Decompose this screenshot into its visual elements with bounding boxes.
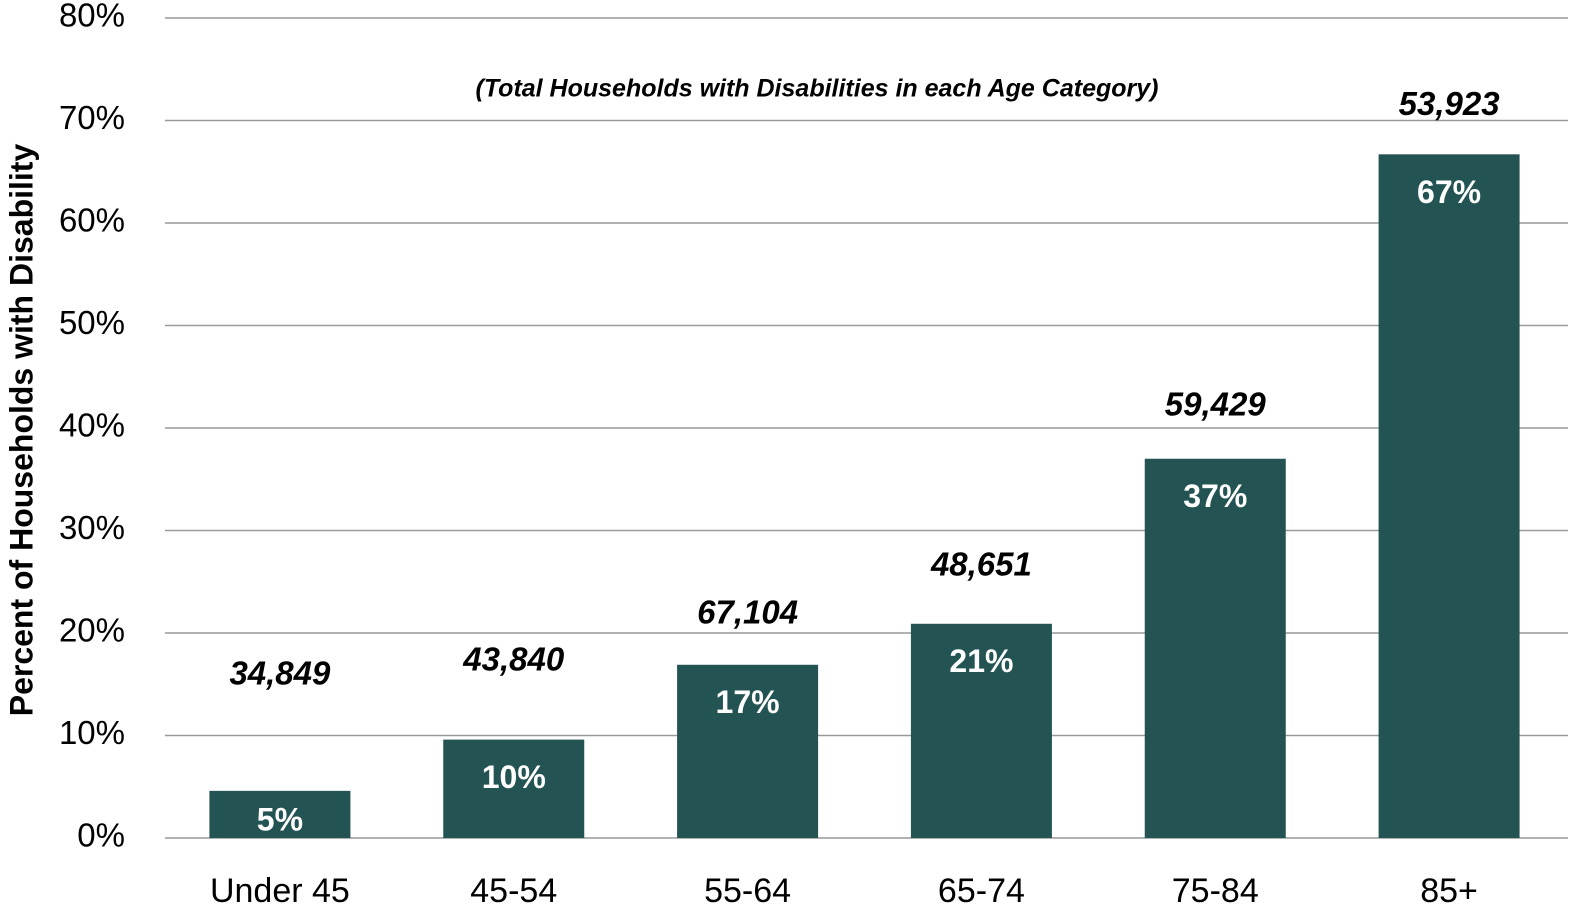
x-tick-label: Under 45 xyxy=(210,872,350,910)
x-tick-label: 45-54 xyxy=(470,872,557,910)
x-tick-label: 65-74 xyxy=(938,872,1025,910)
annotation: 53,923 xyxy=(1399,85,1500,122)
y-tick-label: 0% xyxy=(77,817,125,854)
y-axis-label: Percent of Households with Disability xyxy=(3,144,39,717)
annotation: 59,429 xyxy=(1165,385,1267,422)
x-tick-label: 85+ xyxy=(1420,872,1478,910)
annotation: 67,104 xyxy=(697,593,798,630)
chart-subtitle: (Total Households with Disabilities in e… xyxy=(476,75,1159,103)
value-label: 21% xyxy=(949,643,1013,679)
y-tick-label: 30% xyxy=(59,509,125,546)
value-label: 67% xyxy=(1417,174,1481,210)
y-tick-label: 70% xyxy=(59,99,125,136)
x-tick-label: 75-84 xyxy=(1172,872,1259,910)
y-tick-label: 80% xyxy=(59,0,125,34)
annotation: 43,840 xyxy=(462,640,565,677)
annotation: 48,651 xyxy=(930,545,1032,582)
value-label: 17% xyxy=(716,684,780,720)
bar xyxy=(677,664,819,838)
bar xyxy=(209,790,351,838)
y-tick-label: 10% xyxy=(59,714,125,751)
annotation: 34,849 xyxy=(229,655,331,692)
bar xyxy=(443,739,585,838)
value-label: 10% xyxy=(482,759,546,795)
y-tick-label: 60% xyxy=(59,202,125,239)
y-tick-label: 50% xyxy=(59,304,125,341)
x-tick-label: 55-64 xyxy=(704,872,791,910)
value-label: 37% xyxy=(1183,478,1247,514)
bar xyxy=(1144,458,1286,838)
value-label: 5% xyxy=(257,801,303,837)
y-tick-label: 20% xyxy=(59,612,125,649)
y-tick-label: 40% xyxy=(59,407,125,444)
bar xyxy=(1378,154,1520,838)
bar xyxy=(910,623,1052,838)
